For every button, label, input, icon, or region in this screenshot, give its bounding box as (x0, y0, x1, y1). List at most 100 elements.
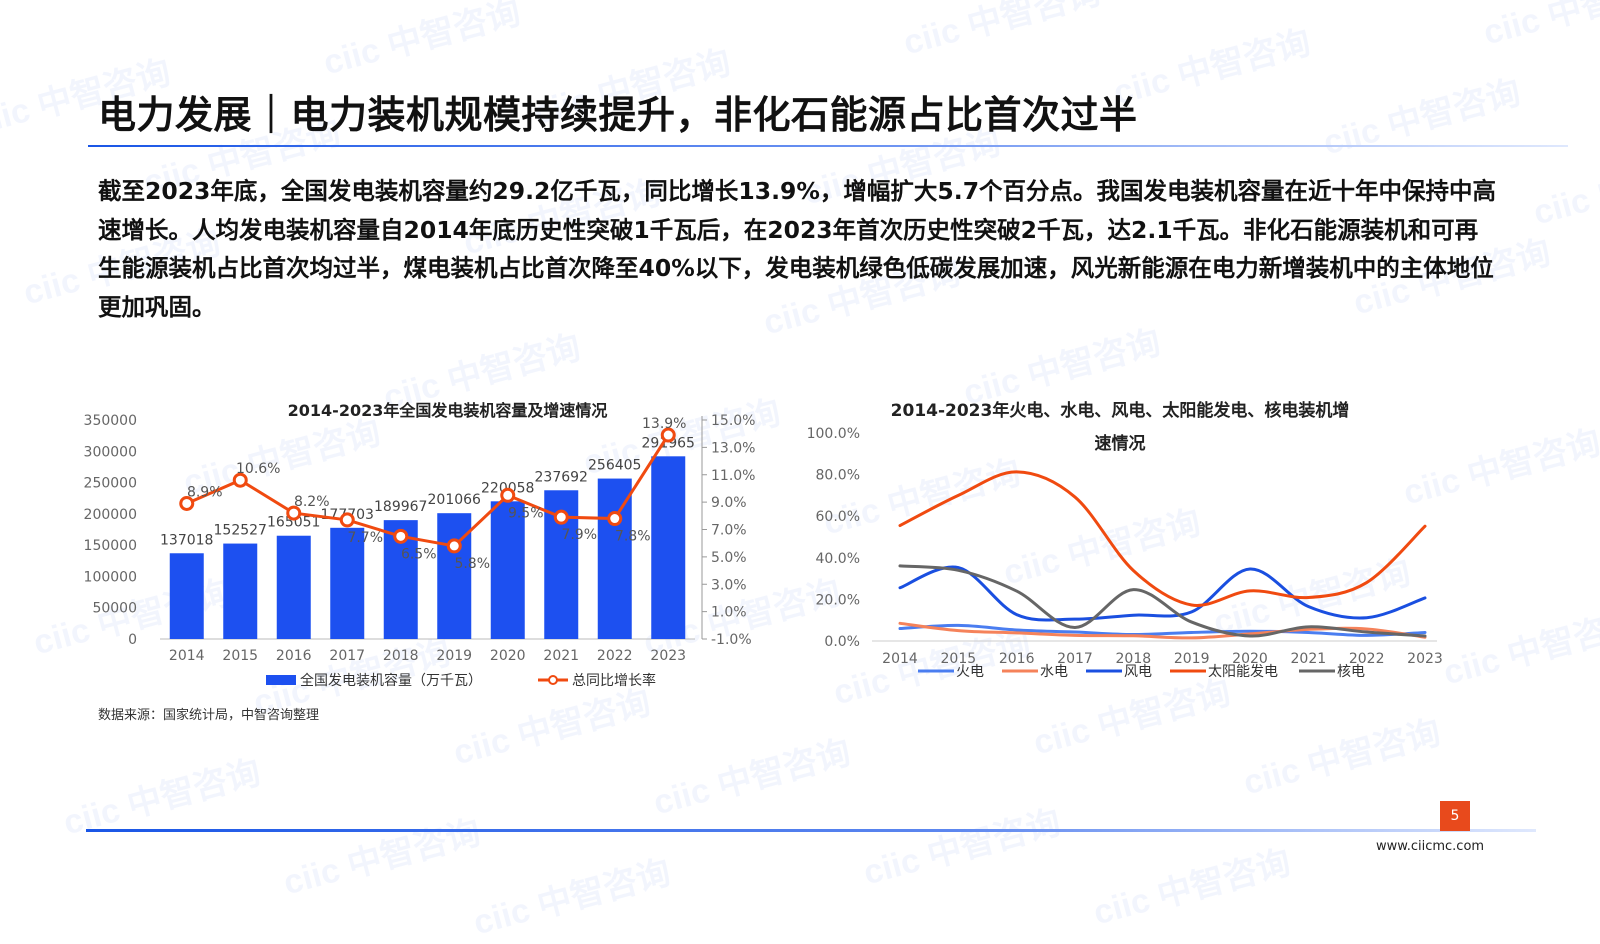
series-line-风电 (898, 565, 1427, 622)
y-tick-label: 100.0% (807, 426, 860, 442)
y-left-tick-label: 0 (128, 632, 137, 648)
x-tick-label: 2020 (1232, 651, 1268, 667)
watermark-text: ciic 中智咨询 (1089, 843, 1295, 933)
y-left-tick-label: 300000 (84, 444, 137, 460)
series-line-火电 (898, 623, 1427, 637)
website-url[interactable]: www.ciicmc.com (1376, 839, 1485, 854)
bar (223, 543, 258, 639)
legend-label: 火电 (956, 664, 984, 680)
watermark-text: ciic 中智咨询 (1479, 0, 1600, 53)
y-left-tick-label: 100000 (84, 569, 137, 585)
y-right-tick-label: 11.0% (711, 468, 755, 484)
bar (437, 513, 472, 639)
y-tick-label: 60.0% (816, 509, 860, 525)
y-left-tick-label: 350000 (84, 413, 137, 429)
bar-data-label: 137018 (160, 532, 213, 548)
watermark-text: ciic 中智咨询 (1239, 713, 1445, 803)
x-tick-label: 2014 (882, 651, 918, 667)
page-number-badge: 5 (1440, 801, 1470, 831)
y-right-tick-label: 7.0% (711, 523, 747, 539)
title-divider (88, 145, 1568, 147)
y-right-tick-label: 9.0% (711, 495, 747, 511)
growth-point (660, 427, 676, 443)
watermark-text: ciic 中智咨询 (1439, 603, 1600, 693)
chart-title: 2014-2023年全国发电装机容量及增速情况 (288, 401, 608, 420)
y-right-tick-label: 13.0% (711, 440, 755, 456)
legend-label: 核电 (1337, 664, 1365, 680)
y-right-tick-label: 15.0% (711, 413, 755, 429)
x-tick-label: 2018 (383, 648, 419, 664)
growth-data-label: 7.9% (561, 527, 597, 543)
bar (169, 553, 204, 639)
y-right-tick-label: 1.0% (711, 605, 747, 621)
bar (330, 527, 365, 639)
watermark-text: ciic 中智咨询 (859, 803, 1065, 893)
x-tick-label: 2014 (169, 648, 205, 664)
x-tick-label: 2017 (329, 648, 365, 664)
growth-data-label: 13.9% (642, 416, 686, 432)
x-tick-label: 2021 (1291, 651, 1327, 667)
chart-title-line2: 速情况 (1095, 433, 1146, 454)
x-tick-label: 2023 (650, 648, 686, 664)
bar-data-label: 237692 (535, 469, 588, 485)
growth-point (339, 512, 355, 528)
x-tick-label: 2015 (941, 651, 977, 667)
chart-title-line1: 2014-2023年火电、水电、风电、太阳能发电、核电装机增 (891, 400, 1350, 421)
watermark-text: ciic 中智咨询 (1109, 23, 1315, 113)
y-tick-label: 40.0% (816, 551, 860, 567)
page-title: 电力发展｜电力装机规模持续提升，非化石能源占比首次过半 (98, 93, 1138, 137)
data-source-note: 数据来源：国家统计局，中智咨询整理 (98, 708, 320, 723)
x-tick-label: 2019 (436, 648, 472, 664)
watermark-text: ciic 中智咨询 (1529, 143, 1600, 233)
bar-data-label: 201066 (428, 492, 482, 508)
watermark-text: ciic 中智咨询 (649, 733, 855, 823)
legend-label-bar: 全国发电装机容量（万千瓦） (300, 672, 482, 689)
bar (597, 478, 632, 639)
growth-data-label: 7.8% (615, 529, 651, 545)
growth-line (186, 434, 670, 548)
x-tick-label: 2023 (1407, 651, 1443, 667)
capacity-chart-svg: 2014-2023年全国发电装机容量及增速情况 350000 300000 25000… (84, 401, 756, 689)
legend-swatch-line-marker (548, 675, 558, 685)
y-tick-label: 80.0% (816, 468, 860, 484)
bar (651, 456, 686, 639)
y-left-tick-label: 150000 (84, 538, 137, 554)
x-tick-label: 2020 (490, 648, 526, 664)
bar-data-label: 291965 (642, 435, 695, 451)
watermark-text: ciic 中智咨询 (319, 0, 525, 83)
legend-swatch-bar (266, 675, 296, 685)
watermark-text: ciic 中智咨询 (1319, 73, 1525, 163)
watermark-text: ciic 中智咨询 (279, 813, 485, 903)
y-left-tick-label: 50000 (92, 601, 137, 617)
growth-point (179, 495, 195, 511)
growth-data-label: 9.5% (508, 505, 544, 521)
growth-point (553, 509, 569, 525)
x-tick-label: 2016 (276, 648, 312, 664)
x-tick-label: 2016 (999, 651, 1035, 667)
bar-data-label: 165051 (267, 515, 320, 531)
legend-label: 风电 (1124, 664, 1152, 680)
growth-point (286, 505, 302, 521)
x-tick-label: 2019 (1174, 651, 1210, 667)
x-tick-label: 2018 (1116, 651, 1152, 667)
growth-point (446, 538, 462, 554)
y-left-tick-label: 250000 (84, 476, 137, 492)
y-tick-label: 0.0% (824, 634, 860, 650)
x-tick-label: 2017 (1057, 651, 1093, 667)
x-tick-label: 2022 (1349, 651, 1385, 667)
bar (490, 501, 525, 639)
bar (276, 535, 311, 639)
growth-point (500, 487, 516, 503)
growth-data-label: 8.9% (187, 484, 223, 500)
legend-label: 太阳能发电 (1208, 664, 1278, 680)
bar-data-label: 256405 (588, 458, 641, 474)
footer-divider (86, 829, 1536, 832)
growth-data-label: 7.7% (347, 530, 383, 546)
legend-label: 水电 (1040, 664, 1068, 680)
summary-paragraph: 截至2023年底，全国发电装机容量约29.2亿千瓦，同比增长13.9%，增幅扩大… (98, 177, 1497, 321)
legend-label-line: 总同比增长率 (572, 672, 656, 689)
growth-data-label: 6.5% (401, 546, 437, 562)
growth-point (232, 472, 248, 488)
bar-data-label: 152527 (214, 523, 267, 539)
